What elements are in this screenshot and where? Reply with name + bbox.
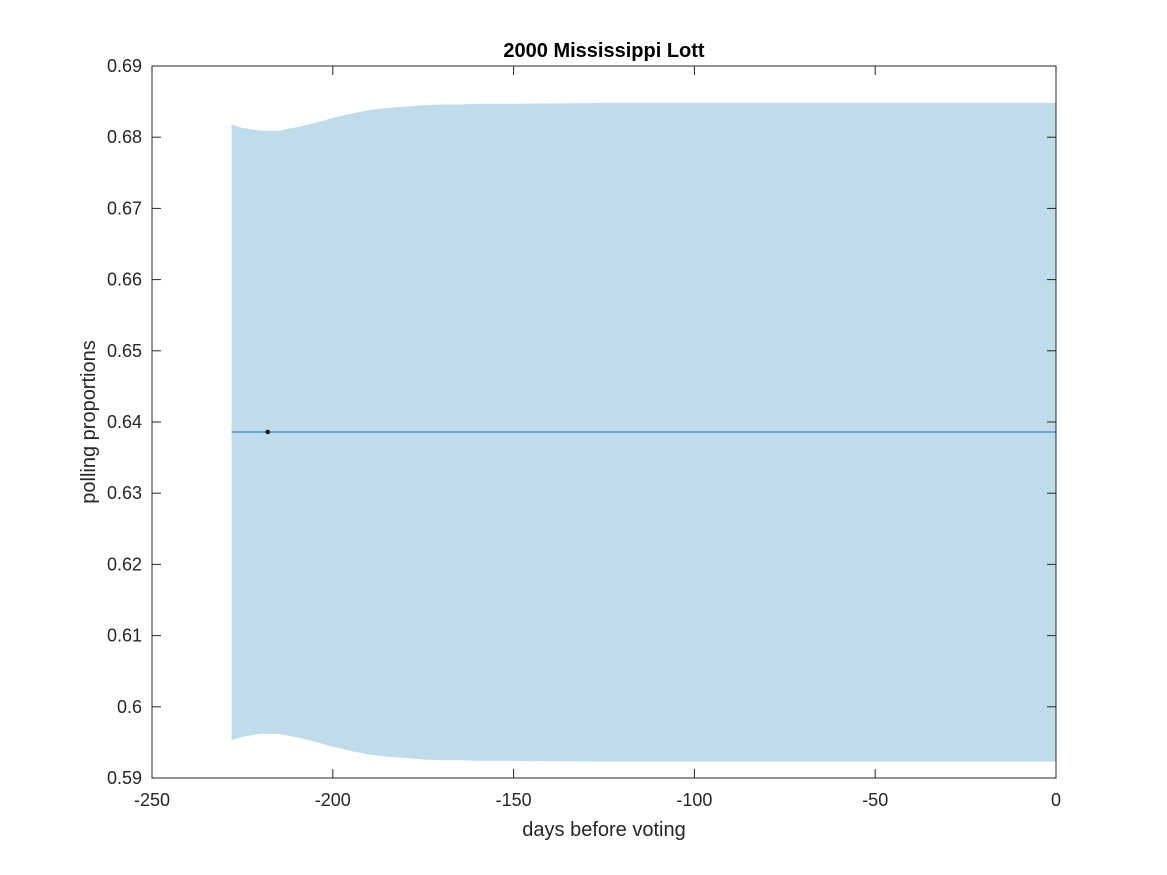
x-tick-label: 0 <box>1051 790 1061 810</box>
tick-layer: -250 -200 -150 -100 -50 0 0.59 0.6 0.61 0.62 0.63 0… <box>107 56 1061 810</box>
data-point-0 <box>265 429 270 435</box>
y-axis-label: polling proportions <box>78 340 100 503</box>
y-tick-label: 0.67 <box>107 198 142 218</box>
y-tick-label: 0.62 <box>107 554 142 574</box>
data-point-layer <box>265 429 270 435</box>
x-tick-label: -50 <box>862 790 888 810</box>
y-tick-label: 0.63 <box>107 483 142 503</box>
x-axis-label: days before voting <box>522 819 685 841</box>
y-tick-label: 0.59 <box>107 768 142 788</box>
x-tick-label: -250 <box>134 790 170 810</box>
x-tick-label: -150 <box>496 790 532 810</box>
chart-title: 2000 Mississippi Lott <box>503 40 705 62</box>
y-tick-label: 0.66 <box>107 270 142 290</box>
y-tick-label: 0.64 <box>107 412 142 432</box>
x-tick-label: -100 <box>676 790 712 810</box>
y-tick-label: 0.69 <box>107 56 142 76</box>
y-tick-label: 0.61 <box>107 626 142 646</box>
x-tick-label: -200 <box>315 790 351 810</box>
y-tick-label: 0.6 <box>117 697 142 717</box>
y-tick-label: 0.68 <box>107 127 142 147</box>
y-tick-label: 0.65 <box>107 341 142 361</box>
